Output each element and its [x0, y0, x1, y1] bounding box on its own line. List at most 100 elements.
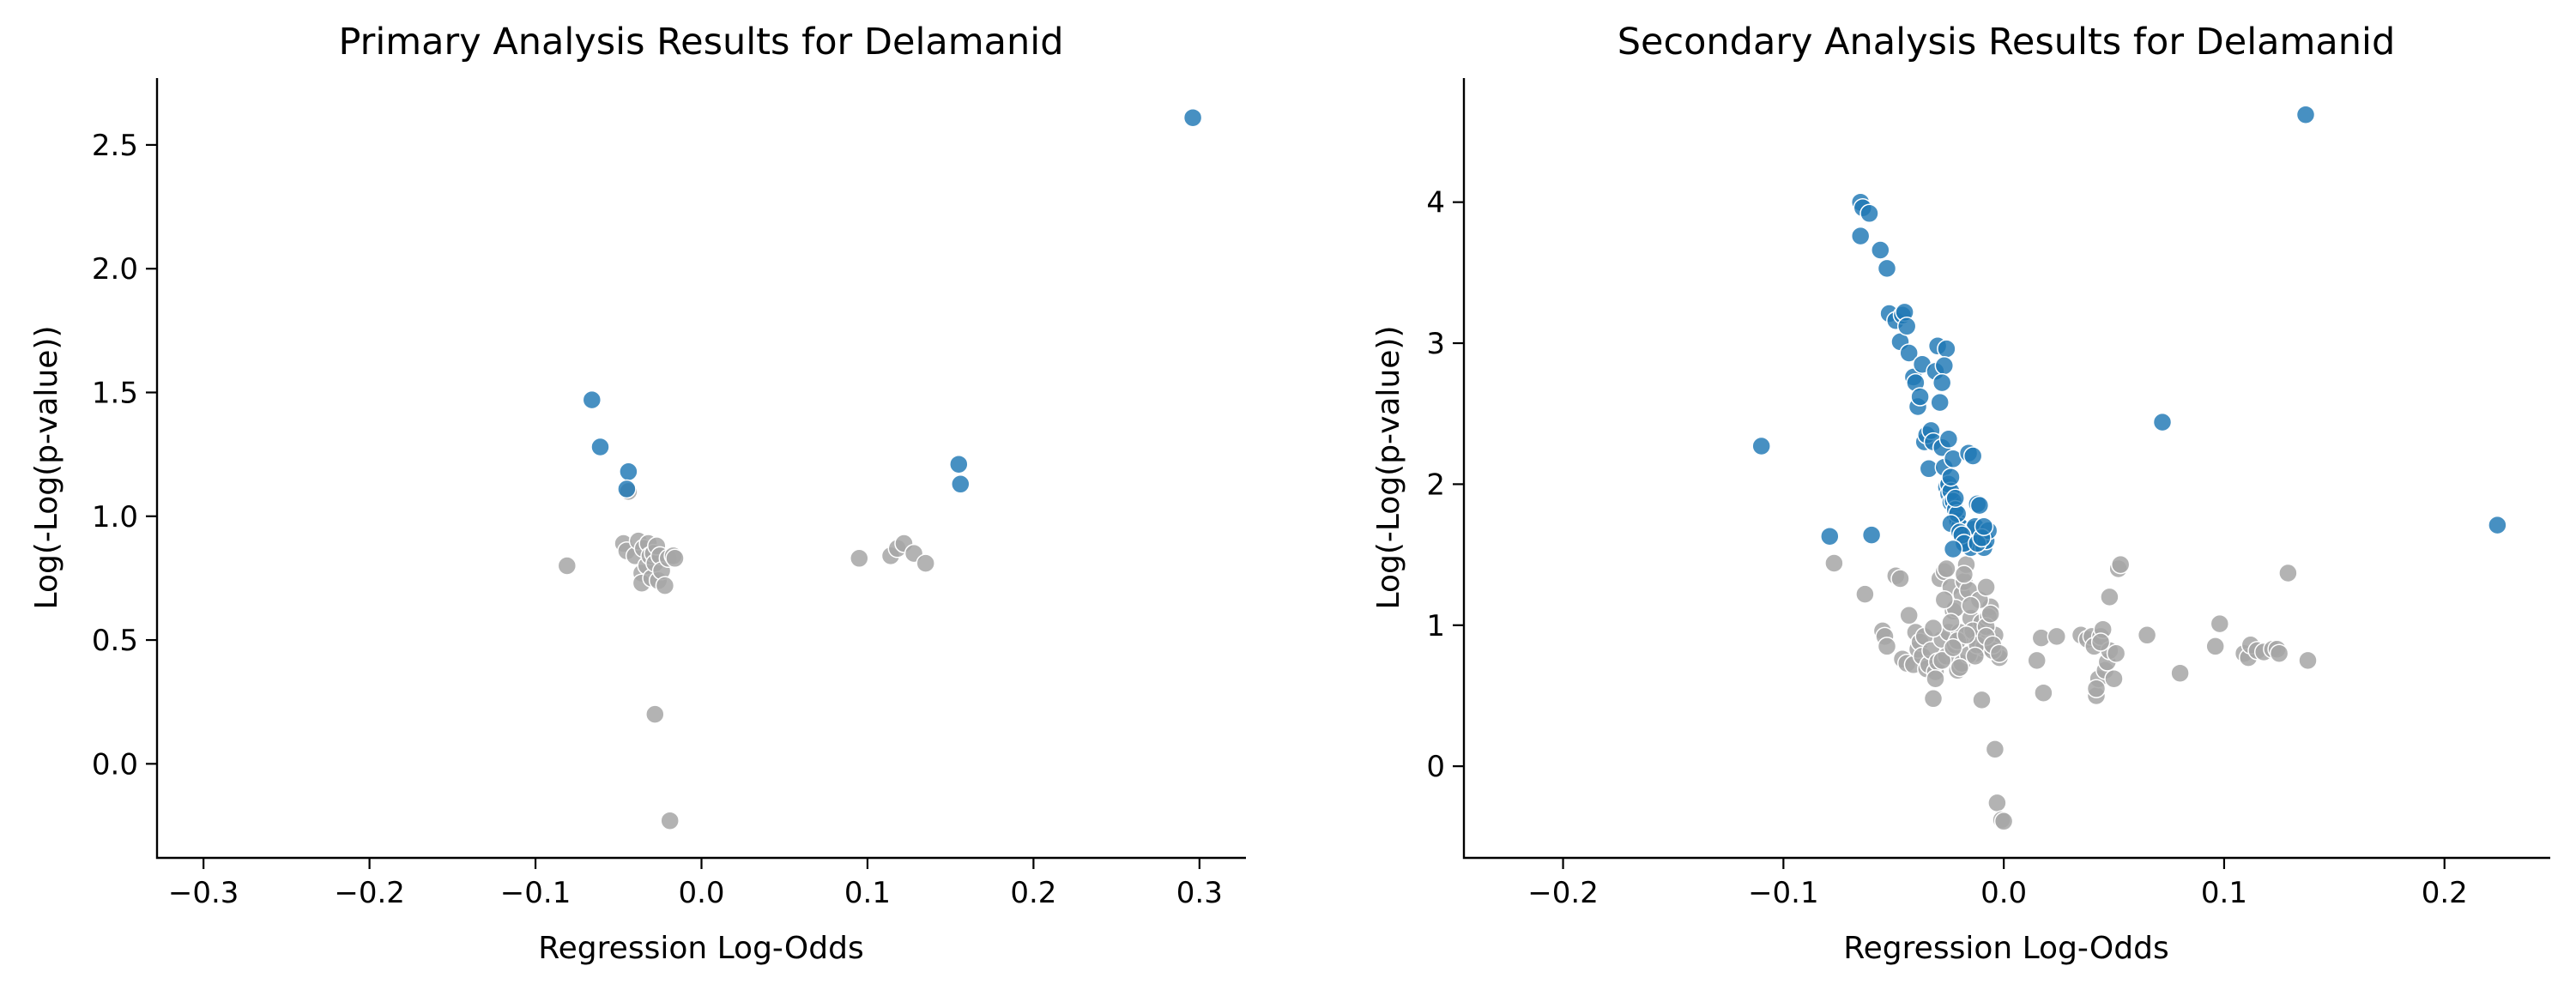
- data-point: [1930, 392, 1950, 413]
- data-point: [2205, 637, 2225, 656]
- y-tick-label: 2.5: [92, 129, 138, 163]
- data-point: [1985, 739, 2005, 759]
- data-point: [2152, 412, 2173, 432]
- significant-series: [582, 107, 1203, 499]
- nonsignificant-series: [1824, 553, 2318, 831]
- data-point: [617, 479, 637, 499]
- data-point: [1943, 637, 1963, 658]
- data-point: [2137, 625, 2157, 645]
- data-point: [1751, 436, 1771, 456]
- data-point: [2170, 663, 2190, 683]
- data-point: [1182, 107, 1203, 128]
- data-point: [1932, 372, 1952, 393]
- data-point: [655, 576, 675, 595]
- axes-spines: [155, 78, 1246, 860]
- points-layer: [1751, 105, 2507, 831]
- data-point: [1989, 643, 2010, 663]
- nonsignificant-series: [557, 481, 935, 830]
- x-tick-label: −0.3: [168, 876, 239, 910]
- data-point: [590, 437, 610, 457]
- y-tick-label: 1.0: [92, 500, 138, 534]
- data-point: [2090, 632, 2111, 652]
- data-point: [665, 548, 685, 569]
- x-tick-label: 0.3: [1176, 876, 1223, 910]
- data-point: [1899, 606, 1919, 625]
- data-point: [2100, 587, 2119, 607]
- data-point: [1910, 387, 1930, 407]
- data-point: [1937, 339, 1956, 359]
- secondary-analysis-panel: Secondary Analysis Results for Delamanid…: [1371, 21, 2550, 966]
- data-point: [2269, 643, 2289, 663]
- data-point: [1965, 646, 1986, 667]
- data-point: [1932, 650, 1952, 671]
- data-point: [1934, 589, 1955, 610]
- x-tick-label: 0.2: [1010, 876, 1056, 910]
- chart-title: Primary Analysis Results for Delamanid: [339, 21, 1064, 63]
- points-layer: [557, 107, 1203, 830]
- data-point: [1937, 558, 1956, 579]
- y-axis-label: Log(-Log(p-value)): [1371, 326, 1406, 610]
- data-point: [1976, 577, 1996, 597]
- y-tick-label: 2: [1426, 468, 1445, 502]
- data-point: [2106, 643, 2126, 663]
- x-axis-ticks: −0.2 −0.1 0.0 0.1 0.2: [1527, 858, 2468, 910]
- data-point: [1861, 525, 1882, 545]
- data-point: [1941, 613, 1961, 632]
- data-point: [1941, 467, 1961, 487]
- y-tick-label: 0: [1426, 750, 1445, 784]
- data-point: [1934, 356, 1955, 376]
- significant-series: [1751, 105, 2507, 559]
- data-point: [1923, 689, 1944, 709]
- data-point: [619, 462, 638, 482]
- y-tick-label: 0.0: [92, 747, 138, 782]
- data-point: [1993, 812, 2014, 831]
- data-point: [2086, 679, 2107, 698]
- x-tick-label: 0.0: [1980, 876, 2027, 910]
- data-point: [1938, 429, 1959, 450]
- data-point: [1859, 203, 1879, 224]
- data-point: [1969, 495, 1990, 516]
- data-point: [1987, 793, 2007, 813]
- data-point: [557, 556, 577, 576]
- data-point: [2034, 683, 2053, 703]
- data-point: [2104, 668, 2124, 689]
- y-tick-label: 0.5: [92, 624, 138, 658]
- data-point: [2027, 650, 2047, 671]
- data-point: [2488, 515, 2507, 535]
- data-point: [1890, 569, 1910, 589]
- data-point: [1871, 240, 1890, 260]
- x-tick-label: 0.1: [844, 876, 891, 910]
- x-tick-label: 0.1: [2201, 876, 2247, 910]
- data-point: [1945, 488, 1965, 509]
- axes-spines: [1462, 78, 2550, 860]
- y-axis-ticks: 0.0 0.5 1.0 1.5 2.0 2.5: [92, 129, 157, 782]
- data-point: [1899, 343, 1919, 363]
- data-point: [2298, 650, 2318, 671]
- y-tick-label: 1.5: [92, 376, 138, 410]
- chart-title: Secondary Analysis Results for Delamanid: [1618, 21, 2396, 63]
- data-point: [1956, 625, 1976, 645]
- y-axis-ticks: 0 1 2 3 4: [1426, 186, 1464, 784]
- data-point: [1980, 604, 2000, 624]
- data-point: [1954, 564, 1974, 584]
- data-point: [1961, 595, 1980, 616]
- data-point: [916, 553, 935, 573]
- data-point: [1923, 618, 1944, 638]
- data-point: [2210, 613, 2230, 634]
- data-point: [1974, 516, 1994, 536]
- x-tick-label: −0.2: [334, 876, 405, 910]
- x-tick-label: −0.1: [1748, 876, 1819, 910]
- y-axis-label: Log(-Log(p-value)): [29, 326, 64, 610]
- data-point: [1962, 446, 1983, 466]
- data-point: [645, 704, 665, 724]
- x-tick-label: −0.2: [1527, 876, 1599, 910]
- x-tick-label: 0.0: [678, 876, 724, 910]
- data-point: [951, 474, 971, 494]
- y-tick-label: 3: [1426, 327, 1445, 361]
- data-point: [1943, 539, 1963, 559]
- x-tick-label: 0.2: [2422, 876, 2468, 910]
- data-point: [2110, 554, 2131, 575]
- data-point: [1926, 668, 1945, 689]
- data-point: [850, 548, 869, 569]
